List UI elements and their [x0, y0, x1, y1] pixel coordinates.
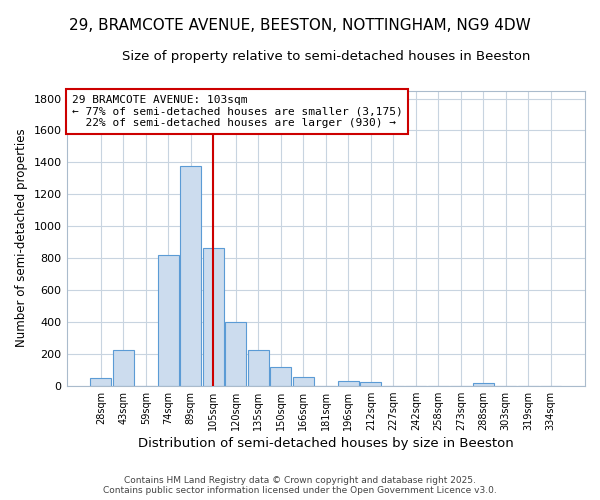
Bar [360, 382, 382, 386]
Text: 29, BRAMCOTE AVENUE, BEESTON, NOTTINGHAM, NG9 4DW: 29, BRAMCOTE AVENUE, BEESTON, NOTTINGHAM… [69, 18, 531, 32]
Title: Size of property relative to semi-detached houses in Beeston: Size of property relative to semi-detach… [122, 50, 530, 63]
Bar [113, 350, 134, 386]
Y-axis label: Number of semi-detached properties: Number of semi-detached properties [15, 129, 28, 348]
Text: 29 BRAMCOTE AVENUE: 103sqm
← 77% of semi-detached houses are smaller (3,175)
  2: 29 BRAMCOTE AVENUE: 103sqm ← 77% of semi… [72, 95, 403, 128]
Bar [293, 377, 314, 386]
Bar [180, 166, 202, 386]
Bar [158, 255, 179, 386]
Bar [473, 384, 494, 386]
Bar [248, 350, 269, 386]
Bar [225, 322, 247, 386]
Text: Contains HM Land Registry data © Crown copyright and database right 2025.
Contai: Contains HM Land Registry data © Crown c… [103, 476, 497, 495]
Bar [90, 378, 112, 386]
Bar [203, 248, 224, 386]
Bar [338, 381, 359, 386]
X-axis label: Distribution of semi-detached houses by size in Beeston: Distribution of semi-detached houses by … [138, 437, 514, 450]
Bar [270, 368, 292, 386]
